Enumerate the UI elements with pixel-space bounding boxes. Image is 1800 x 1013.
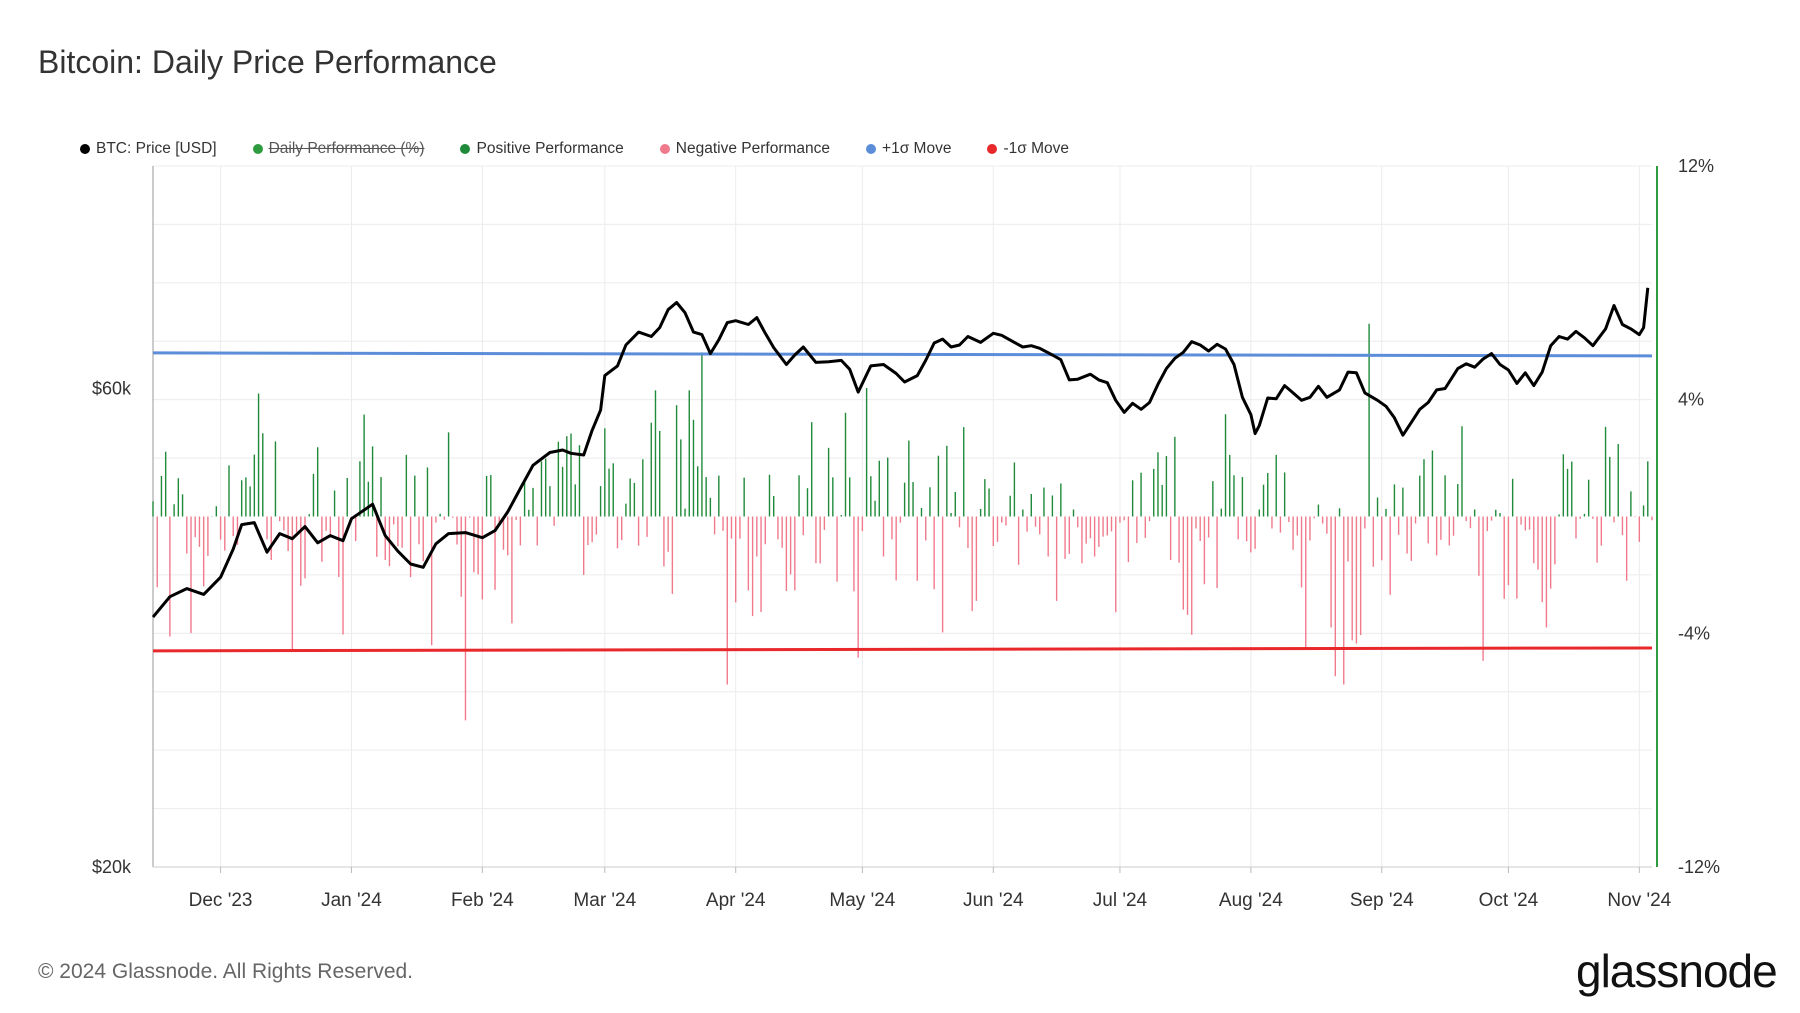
legend-label: -1σ Move (1003, 140, 1070, 157)
x-tick-label: Jan '24 (321, 890, 382, 911)
minus-sigma-line (152, 646, 1653, 653)
x-tick-label: Sep '24 (1350, 890, 1414, 911)
legend-dot-icon (987, 144, 998, 154)
x-tick-label: Jul '24 (1093, 890, 1148, 911)
legend-dot-icon (659, 144, 670, 154)
x-tick-label: Nov '24 (1607, 890, 1671, 911)
copyright-text: © 2024 Glassnode. All Rights Reserved. (38, 960, 414, 983)
btc-price-line (151, 287, 1650, 619)
legend: BTC: Price [USD] Daily Performance (%) Pos… (80, 140, 1105, 158)
legend-label: BTC: Price [USD] (96, 140, 217, 157)
legend-item[interactable]: Positive Performance (460, 140, 624, 158)
x-tick-label: Oct '24 (1479, 890, 1539, 911)
legend-dot-icon (252, 144, 263, 154)
legend-label: Positive Performance (476, 140, 624, 157)
legend-label: Daily Performance (%) (268, 140, 425, 157)
right-axis-tick-label: -4% (1678, 623, 1710, 643)
legend-label: Negative Performance (675, 140, 831, 157)
chart-title: Bitcoin: Daily Price Performance (38, 44, 497, 80)
x-tick-label: Mar '24 (573, 890, 636, 911)
legend-dot-icon (460, 144, 471, 154)
x-tick-label: Aug '24 (1219, 890, 1283, 911)
legend-item[interactable]: +1σ Move (866, 140, 951, 158)
glassnode-logo: glassnode (1576, 945, 1778, 997)
right-axis-tick-label: 12% (1678, 156, 1714, 176)
legend-item[interactable]: Negative Performance (659, 140, 831, 158)
legend-dot-icon (80, 144, 90, 154)
x-tick-label: Dec '23 (189, 890, 253, 911)
x-tick-label: Feb '24 (451, 890, 514, 911)
legend-item[interactable]: Daily Performance (%) (252, 140, 425, 158)
x-tick-label: Jun '24 (963, 890, 1024, 911)
legend-label: +1σ Move (882, 140, 952, 157)
right-axis-tick-label: -12% (1678, 857, 1720, 877)
left-axis-tick-label: $20k (92, 857, 132, 877)
legend-item[interactable]: -1σ Move (987, 140, 1069, 158)
plus-sigma-line (152, 351, 1653, 358)
legend-item[interactable]: BTC: Price [USD] (80, 140, 217, 158)
legend-dot-icon (866, 144, 877, 154)
x-tick-label: May '24 (829, 890, 895, 911)
left-axis-tick-label: $60k (92, 378, 132, 398)
x-tick-label: Apr '24 (706, 890, 766, 911)
right-axis-tick-label: 4% (1678, 390, 1704, 410)
